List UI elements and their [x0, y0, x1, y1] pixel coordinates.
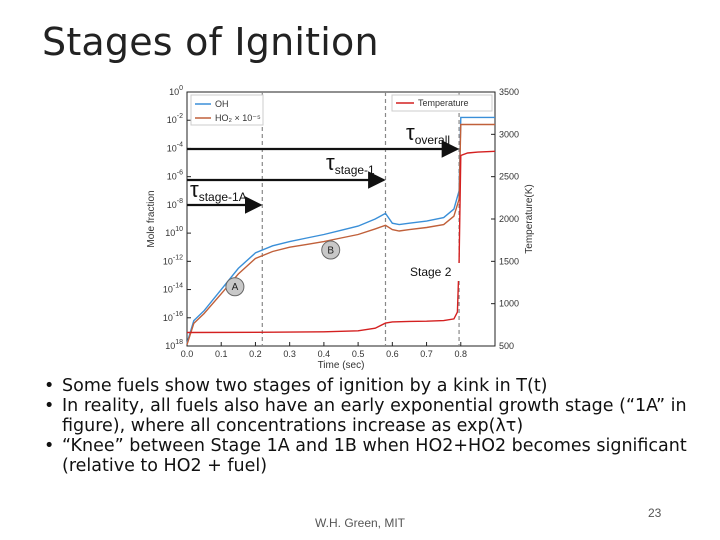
slide-title: Stages of Ignition	[42, 20, 379, 64]
x-tick-label: 0.4	[318, 349, 331, 359]
y-tick-label: 10-16	[163, 311, 183, 323]
x-tick-label: 0.1	[215, 349, 228, 359]
legend-label-temperature: Temperature	[418, 98, 469, 108]
y-tick-label: 10-12	[163, 254, 183, 266]
series-line	[186, 116, 495, 344]
series-line	[186, 150, 496, 334]
x-tick-label: 0.7	[420, 349, 433, 359]
y2-tick-label: 500	[499, 341, 514, 351]
y-tick-label: 1010	[165, 226, 183, 238]
y-tick-label: 10-4	[167, 141, 183, 153]
series-line	[186, 123, 495, 345]
legend-label-oh: OH	[215, 99, 229, 109]
bullet-list: Some fuels show two stages of ignition b…	[40, 376, 690, 476]
stage-marker-label: B	[327, 246, 334, 257]
stage2-label-bg	[406, 263, 464, 281]
tau-label: τoverall	[406, 120, 450, 147]
plot-frame	[186, 91, 496, 347]
y-tick-label: 10-2	[167, 113, 183, 125]
x-tick-label: 0.3	[283, 349, 296, 359]
footer-credit: W.H. Green, MIT	[314, 516, 405, 530]
bullet-item: Some fuels show two stages of ignition b…	[40, 376, 690, 396]
x-tick-label: 0.8	[455, 349, 468, 359]
x-tick-label: 0.0	[181, 349, 194, 359]
y2-tick-label: 2500	[499, 172, 519, 182]
y2-axis-label: Temperature(K)	[524, 184, 535, 253]
bullet-item: In reality, all fuels also have an early…	[40, 396, 690, 436]
y2-tick-label: 2000	[499, 214, 519, 224]
stage-marker	[225, 277, 245, 297]
y-axis-label: Mole fraction	[146, 190, 157, 247]
y-tick-label: 10-14	[163, 283, 183, 295]
x-tick-label: 0.2	[249, 349, 262, 359]
y2-tick-label: 1000	[499, 299, 519, 309]
y-tick-label: 10-8	[167, 198, 183, 210]
y-tick-label: 10-6	[167, 170, 183, 182]
legend-left-box	[190, 94, 264, 126]
legend-label-ho2: HO₂ × 10⁻⁵	[215, 113, 261, 123]
stage-marker	[321, 240, 341, 260]
y-tick-label: 100	[169, 85, 183, 97]
stage-marker-label: A	[232, 282, 239, 293]
stage2-label: Stage 2	[410, 265, 452, 279]
x-tick-label: 0.5	[352, 349, 365, 359]
legend-right-box	[391, 94, 493, 112]
y2-tick-label: 3500	[499, 87, 519, 97]
tau-label: τstage-1	[326, 150, 375, 177]
tau-label: τstage-1A	[190, 177, 247, 204]
bullet-item: “Knee” between Stage 1A and 1B when HO2+…	[40, 436, 690, 476]
y2-tick-label: 3000	[499, 129, 519, 139]
x-axis-label: Time (sec)	[318, 360, 365, 371]
x-tick-label: 0.6	[386, 349, 399, 359]
page-number: 23	[648, 506, 662, 520]
y2-tick-label: 1500	[499, 256, 519, 266]
ignition-chart: 0.0 0.1 0.2 0.3 0.4 0.5 0.6 0.7 0.8 Time (sec) 100…	[146, 85, 535, 371]
